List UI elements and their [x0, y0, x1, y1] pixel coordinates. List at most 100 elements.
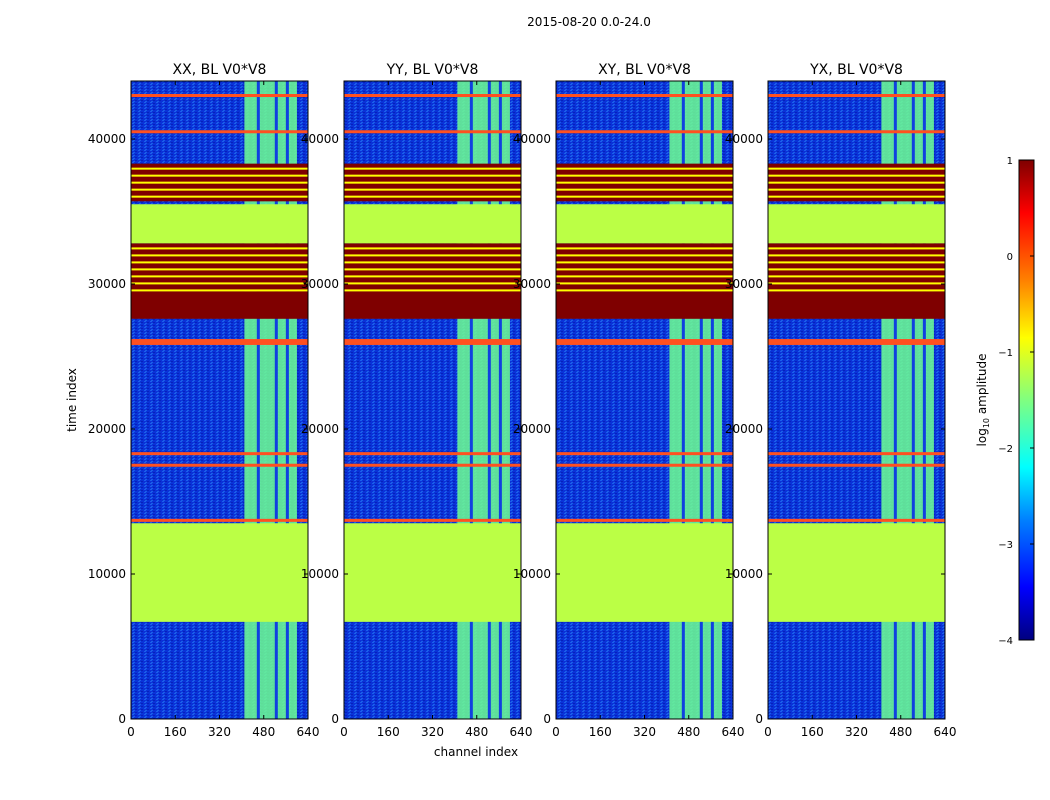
- rfi-band-gap: [498, 81, 502, 719]
- colorbar-ticks: 1 0 −1 −2 −3 −4: [998, 156, 1034, 647]
- y-tick-label: 10000: [301, 567, 339, 581]
- colorbar-tick-label: 0: [1007, 252, 1013, 263]
- flag-stripe: [556, 289, 733, 292]
- flag-line: [344, 94, 521, 97]
- x-tick-label: 480: [252, 725, 275, 739]
- flagged-block: [344, 523, 521, 622]
- flag-stripe: [768, 181, 945, 184]
- panels-group: XX, BL V0*V8 0 160 320 480 640 0 10000 20000 3000…: [88, 62, 957, 739]
- flag-stripe: [556, 254, 733, 257]
- flag-stripe: [131, 268, 308, 271]
- flag-line: [344, 518, 521, 522]
- y-tick-label: 20000: [301, 422, 339, 436]
- rfi-band-gap: [922, 81, 926, 719]
- flag-line: [556, 94, 733, 97]
- flag-line: [768, 452, 945, 456]
- flag-stripe: [131, 261, 308, 264]
- flag-stripe: [131, 195, 308, 198]
- flag-stripe: [768, 282, 945, 285]
- flag-stripe: [556, 195, 733, 198]
- flag-stripe: [556, 181, 733, 184]
- flag-stripe: [344, 282, 521, 285]
- flagged-block: [344, 291, 521, 319]
- colorbar-tick-label: −3: [998, 540, 1013, 551]
- y-tick-label: 0: [755, 712, 763, 726]
- flagged-block: [556, 204, 733, 244]
- rfi-band-gap: [893, 81, 897, 719]
- y-axis-label: time index: [65, 368, 79, 432]
- y-tick-label: 10000: [513, 567, 551, 581]
- flag-line: [556, 452, 733, 456]
- y-tick-label: 40000: [88, 132, 126, 146]
- x-tick-label: 320: [421, 725, 444, 739]
- flag-line: [556, 463, 733, 467]
- flag-stripe: [768, 261, 945, 264]
- colorbar-tick-label: −1: [998, 348, 1013, 359]
- flag-line: [556, 339, 733, 343]
- x-tick-label: 320: [208, 725, 231, 739]
- rfi-band-gap: [469, 81, 473, 719]
- colorbar-gradient: [1018, 159, 1035, 641]
- flag-line: [556, 341, 733, 345]
- flag-stripe: [556, 188, 733, 191]
- x-tick-label: 160: [377, 725, 400, 739]
- rfi-band-gap: [681, 81, 685, 719]
- flag-line: [768, 130, 945, 134]
- y-tick-label: 40000: [513, 132, 551, 146]
- y-tick-label: 20000: [725, 422, 763, 436]
- y-tick-label: 30000: [725, 277, 763, 291]
- flag-stripe: [556, 247, 733, 250]
- flag-line: [344, 339, 521, 343]
- flag-stripe: [768, 268, 945, 271]
- flag-stripe: [768, 188, 945, 191]
- y-tick-label: 40000: [301, 132, 339, 146]
- panel-0: XX, BL V0*V8 0 160 320 480 640 0 10000 20000 3000…: [88, 62, 320, 739]
- flag-stripe: [344, 195, 521, 198]
- flag-stripe: [344, 167, 521, 170]
- flagged-block: [344, 204, 521, 244]
- flag-stripe: [556, 282, 733, 285]
- flagged-block: [131, 291, 308, 319]
- flag-stripe: [768, 167, 945, 170]
- flagged-block: [768, 291, 945, 319]
- panel-title: YY, BL V0*V8: [386, 62, 479, 78]
- x-tick-label: 640: [934, 725, 957, 739]
- y-tick-label: 10000: [725, 567, 763, 581]
- flag-line: [131, 452, 308, 456]
- x-tick-label: 640: [722, 725, 745, 739]
- panel-2: XY, BL V0*V8 0 160 320 480 640 0 10000 20000 3000…: [513, 62, 745, 739]
- flag-stripe: [556, 174, 733, 177]
- flag-stripe: [768, 195, 945, 198]
- flag-stripe: [556, 167, 733, 170]
- flag-stripe: [131, 167, 308, 170]
- rfi-band-gap: [699, 81, 703, 719]
- rfi-band-gap: [285, 81, 289, 719]
- x-tick-label: 0: [552, 725, 560, 739]
- rfi-band-gap: [487, 81, 491, 719]
- flag-stripe: [131, 188, 308, 191]
- flag-line: [344, 463, 521, 467]
- x-tick-label: 320: [633, 725, 656, 739]
- y-tick-label: 0: [118, 712, 126, 726]
- flag-stripe: [344, 254, 521, 257]
- y-tick-label: 10000: [88, 567, 126, 581]
- y-tick-label: 20000: [513, 422, 551, 436]
- x-tick-label: 320: [845, 725, 868, 739]
- flag-line: [768, 94, 945, 97]
- x-tick-label: 480: [677, 725, 700, 739]
- flag-line: [344, 341, 521, 345]
- flagged-block: [556, 291, 733, 319]
- flag-line: [131, 130, 308, 134]
- flag-stripe: [131, 275, 308, 278]
- y-tick-label: 20000: [88, 422, 126, 436]
- panel-title: XY, BL V0*V8: [598, 62, 691, 78]
- flag-stripe: [344, 289, 521, 292]
- flag-line: [556, 518, 733, 522]
- x-tick-label: 0: [764, 725, 772, 739]
- rfi-band-gap: [710, 81, 714, 719]
- flag-line: [768, 518, 945, 522]
- flag-line: [344, 452, 521, 456]
- flag-stripe: [344, 247, 521, 250]
- flag-line: [344, 130, 521, 134]
- flag-line: [131, 463, 308, 467]
